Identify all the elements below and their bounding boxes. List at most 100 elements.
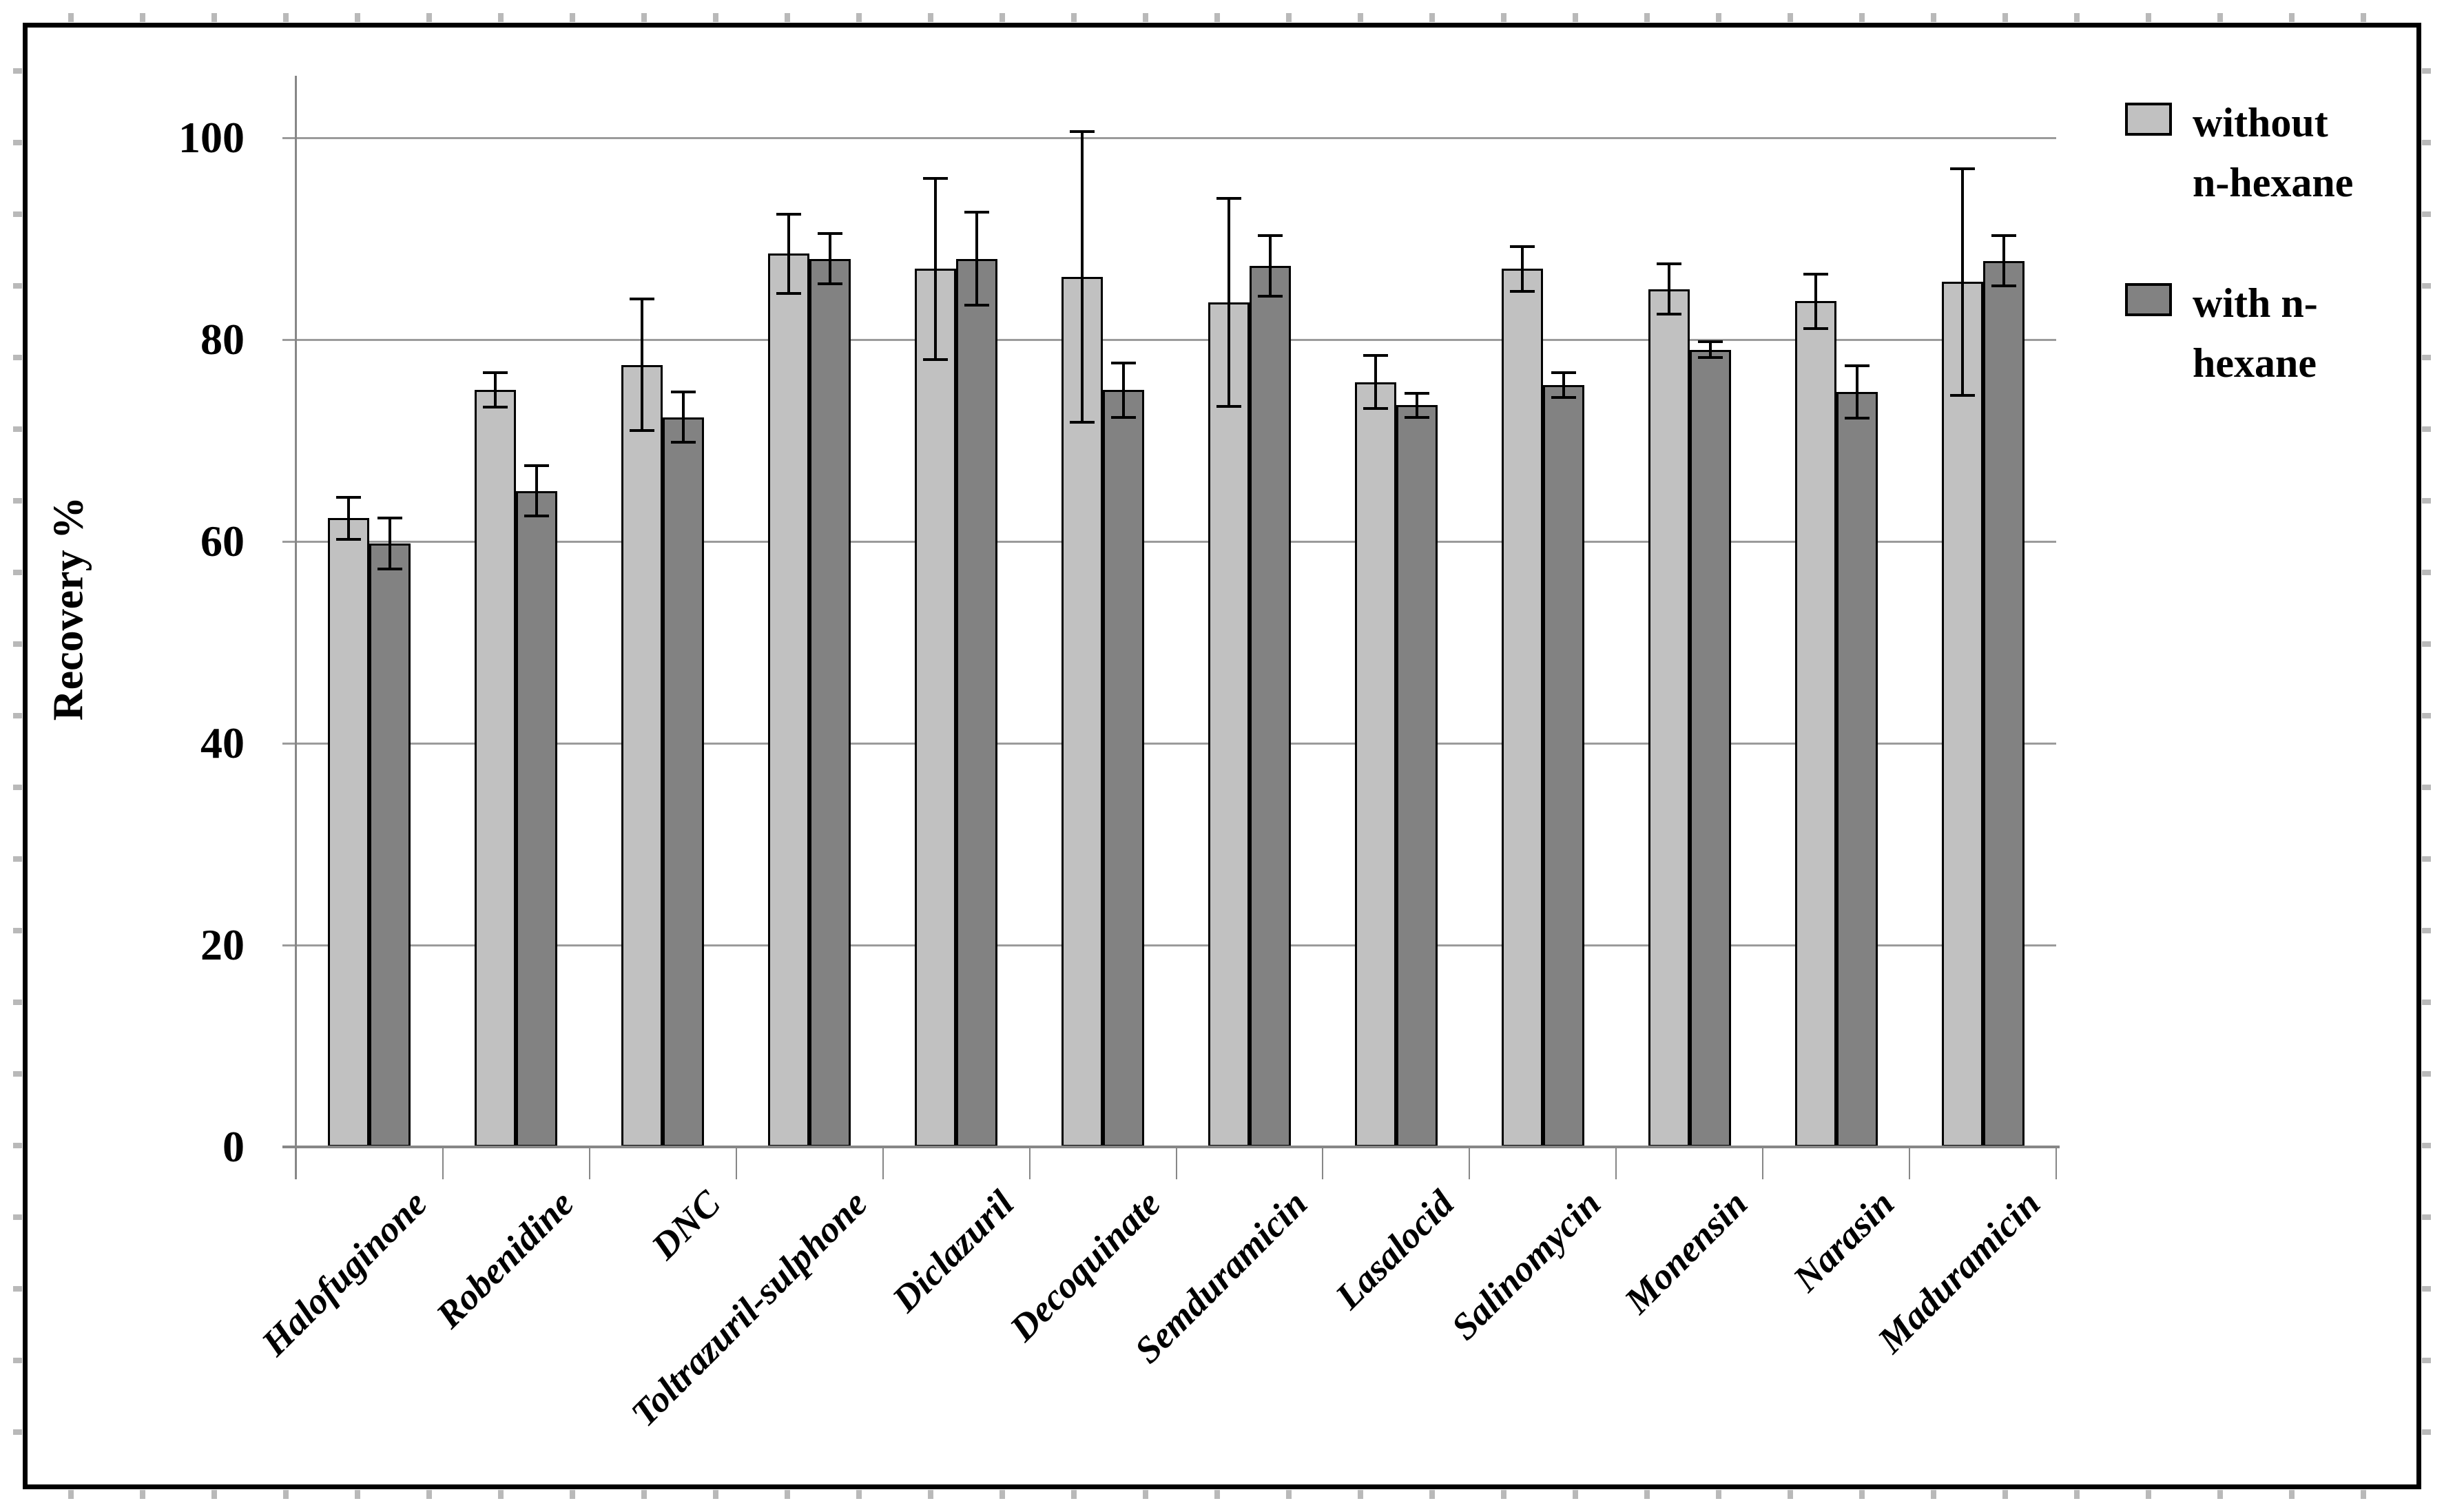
x-axis-label-halofuginone: Halofuginone: [253, 1182, 435, 1364]
category-tick: [1322, 1147, 1324, 1179]
error-bar-cap-top: [336, 495, 362, 499]
y-tick-label: 80: [200, 315, 245, 364]
gridline-80: [282, 339, 2056, 341]
error-bar-cap-bottom: [1697, 356, 1723, 360]
bar-with-n-hexane-salinomycin: [1542, 384, 1584, 1147]
error-bar-cap-top: [1070, 130, 1095, 134]
x-axis-label-diclazuril: Diclazuril: [884, 1182, 1022, 1321]
x-axis-label-dnc: DNC: [643, 1182, 729, 1267]
error-bar-cap-top: [1363, 354, 1388, 358]
error-bar: [1520, 247, 1524, 291]
bar-without-n-hexane-maduramicin: [1941, 282, 1983, 1147]
error-bar-cap-bottom: [1949, 393, 1975, 397]
legend-label-line: n-hexane: [2193, 160, 2354, 205]
category-tick: [1762, 1147, 1764, 1179]
y-tick-label: 60: [200, 517, 245, 566]
legend-label-without-n-hexane: without n-hexane: [2193, 93, 2353, 213]
category-tick: [882, 1147, 884, 1179]
error-bar-cap-top: [923, 176, 949, 180]
legend: without n-hexane with n-hexane: [2125, 93, 2435, 454]
error-bar: [1122, 362, 1126, 417]
error-bar-cap-top: [1111, 361, 1137, 364]
error-bar-cap-bottom: [1216, 404, 1241, 408]
y-axis-line: [295, 76, 297, 1179]
bar-without-n-hexane-narasin: [1794, 301, 1836, 1147]
error-bar: [975, 212, 979, 306]
bar-without-n-hexane-toltrazuril-sulphone: [768, 253, 810, 1147]
error-bar: [389, 518, 392, 569]
bar-without-n-hexane-semduramicin: [1208, 302, 1250, 1147]
gridline-60: [282, 541, 2056, 543]
error-bar-cap-top: [524, 464, 550, 468]
category-tick: [1469, 1147, 1471, 1179]
error-bar: [1708, 341, 1712, 358]
error-bar: [934, 178, 938, 360]
y-tick-label: 40: [200, 718, 245, 767]
error-bar-cap-top: [1404, 391, 1429, 395]
bar-with-n-hexane-lasalocid: [1396, 405, 1438, 1147]
category-tick: [1175, 1147, 1177, 1179]
error-bar-cap-top: [1803, 272, 1828, 276]
bar-without-n-hexane-dnc: [621, 364, 663, 1147]
error-bar-cap-bottom: [923, 358, 949, 362]
figure-border: [23, 23, 2421, 1489]
bar-without-n-hexane-halofuginone: [328, 518, 370, 1147]
error-bar-cap-top: [377, 517, 403, 520]
legend-label-line: without: [2193, 100, 2328, 145]
error-bar: [1667, 264, 1670, 315]
bar-without-n-hexane-robenidine: [475, 390, 517, 1147]
error-bar: [1227, 198, 1230, 406]
bar-with-n-hexane-semduramicin: [1249, 266, 1291, 1147]
error-bar-cap-top: [1949, 167, 1975, 171]
error-bar: [787, 214, 791, 293]
x-axis-label-salinomycin: Salinomycin: [1443, 1182, 1608, 1348]
y-tick-label: 100: [178, 113, 245, 162]
category-tick: [1615, 1147, 1617, 1179]
category-tick: [1909, 1147, 1911, 1179]
error-bar: [347, 497, 351, 540]
category-tick: [296, 1147, 297, 1179]
error-bar-cap-top: [1551, 371, 1576, 375]
error-bar-cap-bottom: [1509, 289, 1535, 293]
error-bar-cap-bottom: [483, 406, 508, 409]
error-bar: [1415, 393, 1418, 417]
legend-swatch-without-n-hexane-icon: [2125, 103, 2172, 136]
x-axis-line: [282, 1146, 2060, 1148]
bar-with-n-hexane-robenidine: [516, 490, 558, 1147]
bar-without-n-hexane-lasalocid: [1354, 382, 1396, 1147]
category-tick: [2055, 1147, 2057, 1179]
bar-with-n-hexane-maduramicin: [1982, 260, 2024, 1147]
error-bar-cap-bottom: [1551, 395, 1576, 399]
error-bar-cap-bottom: [1257, 295, 1283, 298]
error-bar: [1081, 132, 1084, 423]
x-axis-label-lasalocid: Lasalocid: [1327, 1182, 1462, 1317]
error-bar-cap-bottom: [671, 441, 696, 444]
error-bar: [2002, 236, 2005, 287]
category-tick: [442, 1147, 444, 1179]
gridline-100: [282, 137, 2056, 139]
error-bar-cap-bottom: [1111, 415, 1137, 419]
bar-with-n-hexane-halofuginone: [369, 543, 411, 1147]
error-bar: [535, 466, 539, 517]
error-bar-cap-top: [630, 298, 655, 301]
bar-with-n-hexane-decoquinate: [1103, 390, 1145, 1147]
bar-without-n-hexane-diclazuril: [915, 269, 957, 1147]
error-bar-cap-bottom: [964, 304, 990, 307]
error-bar: [1562, 373, 1565, 397]
error-bar-cap-top: [818, 232, 843, 236]
error-bar: [494, 373, 497, 408]
category-tick: [1028, 1147, 1031, 1179]
error-bar: [682, 392, 685, 443]
legend-item-without-n-hexane: without n-hexane: [2125, 93, 2435, 213]
x-axis-label-monensin: Monensin: [1616, 1182, 1755, 1322]
error-bar-cap-bottom: [1070, 421, 1095, 424]
error-bar-cap-top: [964, 211, 990, 214]
error-bar-cap-top: [483, 371, 508, 375]
error-bar-cap-bottom: [818, 282, 843, 286]
legend-label-with-n-hexane: with n-hexane: [2193, 273, 2318, 393]
legend-label-line: hexane: [2193, 340, 2317, 386]
error-bar-cap-bottom: [1844, 417, 1870, 420]
y-tick-label: 20: [200, 920, 245, 969]
error-bar: [1960, 169, 1964, 395]
gridline-20: [282, 944, 2056, 946]
